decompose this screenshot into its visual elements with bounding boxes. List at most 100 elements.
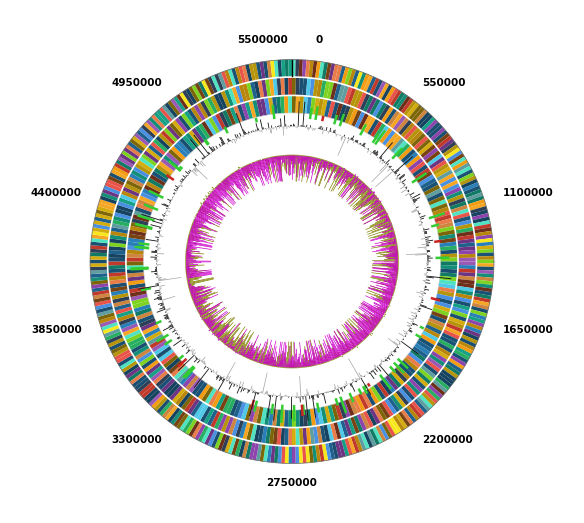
Polygon shape [211,324,221,333]
Polygon shape [188,237,199,240]
Polygon shape [347,138,348,139]
Polygon shape [110,286,127,292]
Polygon shape [411,321,413,322]
Polygon shape [413,203,414,204]
Polygon shape [355,328,365,339]
Polygon shape [294,155,295,168]
Polygon shape [191,226,209,234]
Polygon shape [396,277,398,278]
Polygon shape [355,378,357,380]
Polygon shape [248,164,253,173]
Polygon shape [275,361,277,366]
Polygon shape [158,276,159,277]
Polygon shape [197,215,208,221]
Polygon shape [421,238,425,240]
Polygon shape [370,316,379,323]
Polygon shape [204,363,206,365]
Polygon shape [339,168,342,174]
Polygon shape [372,267,398,270]
Polygon shape [307,156,312,183]
Polygon shape [187,249,192,251]
Polygon shape [381,241,396,244]
Polygon shape [271,357,274,366]
Polygon shape [306,125,307,127]
Polygon shape [205,388,217,404]
Polygon shape [266,354,269,365]
Polygon shape [186,253,189,254]
Text: 2750000: 2750000 [266,477,318,487]
Polygon shape [380,215,388,220]
Polygon shape [138,285,159,290]
Polygon shape [221,183,228,191]
Polygon shape [426,387,440,401]
Polygon shape [280,353,283,368]
Polygon shape [211,152,212,153]
Polygon shape [198,305,210,312]
Polygon shape [421,302,423,303]
Polygon shape [201,319,203,320]
Polygon shape [423,119,438,133]
Polygon shape [187,238,199,242]
Polygon shape [333,353,336,359]
Polygon shape [318,158,321,169]
Polygon shape [380,246,397,249]
Polygon shape [463,182,479,192]
Polygon shape [377,306,387,312]
Polygon shape [354,330,364,340]
Polygon shape [188,175,189,176]
Polygon shape [314,408,320,425]
Polygon shape [211,431,221,448]
Polygon shape [459,265,475,269]
Polygon shape [195,301,206,306]
Polygon shape [413,197,420,201]
Polygon shape [357,143,359,145]
Polygon shape [248,341,256,359]
Polygon shape [423,390,438,404]
Polygon shape [312,158,315,164]
Polygon shape [249,351,253,360]
Polygon shape [228,69,237,86]
Polygon shape [288,78,292,95]
Polygon shape [387,234,395,237]
Polygon shape [375,308,385,314]
Polygon shape [193,292,215,302]
Polygon shape [204,201,216,209]
Polygon shape [235,134,237,139]
Polygon shape [253,162,256,166]
Polygon shape [164,219,167,221]
Polygon shape [215,371,218,373]
Polygon shape [189,234,205,239]
Polygon shape [343,170,349,178]
Polygon shape [302,60,307,77]
Polygon shape [189,286,206,291]
Polygon shape [394,156,413,173]
Polygon shape [189,287,194,289]
Polygon shape [348,185,367,204]
Polygon shape [292,78,296,95]
Polygon shape [301,155,305,182]
Polygon shape [395,278,398,280]
Polygon shape [383,244,398,247]
Polygon shape [183,153,401,370]
Polygon shape [254,390,255,391]
Polygon shape [308,60,314,77]
Polygon shape [169,320,171,321]
Polygon shape [331,348,336,358]
Polygon shape [220,375,221,376]
Polygon shape [347,349,349,352]
Polygon shape [337,85,345,101]
Polygon shape [210,153,212,155]
Polygon shape [139,196,156,206]
Polygon shape [194,167,199,172]
Polygon shape [373,267,398,270]
Polygon shape [158,298,162,300]
Polygon shape [217,325,229,337]
Polygon shape [330,423,338,440]
Polygon shape [278,364,279,367]
Polygon shape [354,194,374,210]
Polygon shape [260,160,262,162]
Polygon shape [313,395,314,400]
Polygon shape [151,142,166,155]
Polygon shape [157,264,161,265]
Polygon shape [387,276,398,279]
